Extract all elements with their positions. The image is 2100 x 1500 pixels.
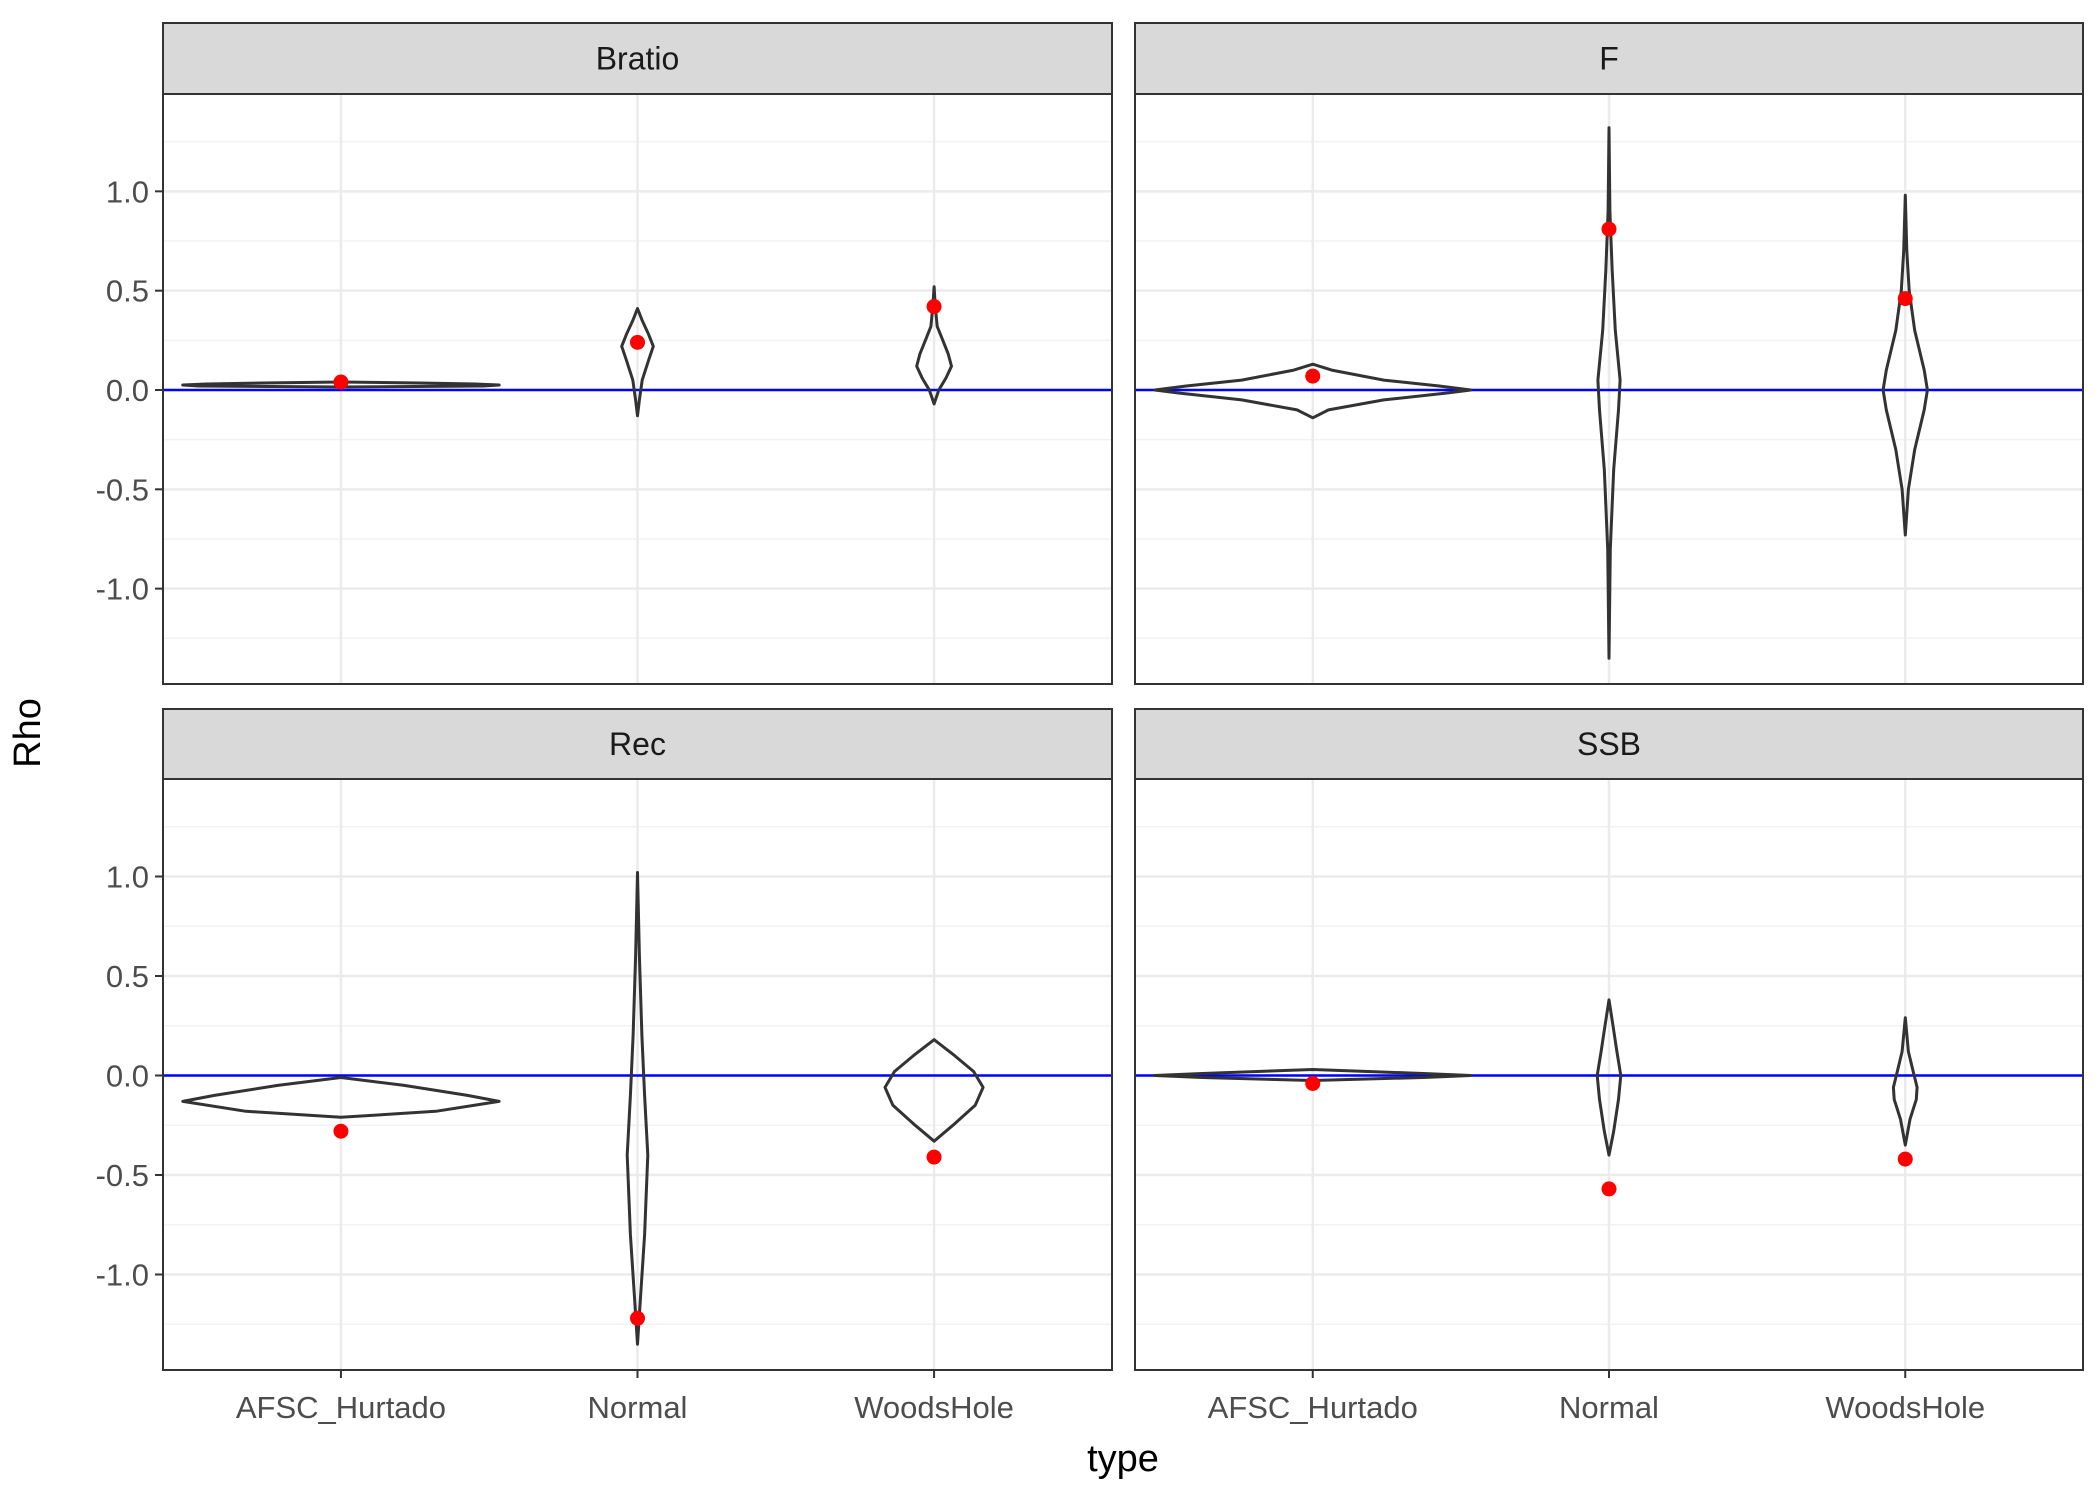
- x-tick-label: Normal: [588, 1390, 688, 1425]
- data-point-afsc_hurtado: [333, 1123, 349, 1139]
- panel-f: F: [1134, 22, 2084, 685]
- data-point-woodshole: [1897, 1151, 1913, 1167]
- facet-strip-label: SSB: [1577, 726, 1641, 762]
- y-tick-label: -1.0: [96, 1257, 149, 1292]
- data-point-woodshole: [926, 299, 942, 315]
- x-axis-title: type: [1087, 1438, 1159, 1480]
- facet-strip-label: F: [1599, 41, 1619, 77]
- x-tick-label: AFSC_Hurtado: [236, 1390, 446, 1425]
- violin-afsc_hurtado: [1153, 362, 1473, 420]
- violin-afsc_hurtado: [1153, 1068, 1473, 1082]
- y-tick-label: 0.0: [106, 1058, 149, 1093]
- data-point-normal: [1601, 221, 1617, 237]
- x-tick-label: WoodsHole: [1825, 1390, 1985, 1425]
- y-tick-label: 1.0: [106, 860, 149, 895]
- violin-normal: [1595, 998, 1623, 1157]
- violin-normal: [625, 871, 650, 1346]
- data-point-woodshole: [1897, 291, 1913, 307]
- y-tick-label: 0.5: [106, 274, 149, 309]
- y-tick-label: 0.5: [106, 959, 149, 994]
- data-point-normal: [1601, 1181, 1617, 1197]
- violin-normal: [1596, 126, 1622, 660]
- y-tick-label: -0.5: [96, 472, 149, 507]
- violin-normal: [620, 307, 655, 418]
- violin-woodshole: [883, 1038, 985, 1143]
- violin-afsc_hurtado: [181, 1076, 501, 1119]
- facet-strip: [162, 22, 1113, 95]
- violin-woodshole: [915, 285, 953, 406]
- data-point-afsc_hurtado: [333, 374, 349, 390]
- x-tick-label: Normal: [1559, 1390, 1659, 1425]
- y-tick-label: 1.0: [106, 174, 149, 209]
- data-point-woodshole: [926, 1149, 942, 1165]
- panel-rec: Rec 1.0 0.5 0.0 -0.5 -1.0 AFSC_Hurtado Normal Wo…: [96, 708, 1113, 1425]
- x-tick-label: AFSC_Hurtado: [1208, 1390, 1418, 1425]
- facet-strip: [162, 708, 1113, 780]
- panel-bratio: Bratio 1.0 0.5 0.0 -0.5 -1.0: [96, 22, 1113, 685]
- data-point-normal: [630, 1310, 645, 1326]
- x-tick-label: WoodsHole: [854, 1390, 1014, 1425]
- facet-strip: [1134, 22, 2084, 95]
- y-axis-title: Rho: [7, 698, 49, 768]
- panel-ssb: SSB AFSC_Hurtado Normal WoodsHole: [1134, 708, 2084, 1425]
- data-point-afsc_hurtado: [1305, 368, 1321, 384]
- panel-border: [1134, 93, 2084, 685]
- y-tick-label: -1.0: [96, 572, 149, 607]
- violin-woodshole: [1881, 193, 1929, 537]
- y-tick-label: 0.0: [106, 373, 149, 408]
- data-point-afsc_hurtado: [1305, 1075, 1321, 1091]
- violin-woodshole: [1891, 1016, 1919, 1147]
- facet-strip-label: Bratio: [596, 41, 680, 77]
- facet-strip-label: Rec: [609, 726, 666, 762]
- y-tick-label: -0.5: [96, 1158, 149, 1193]
- data-point-normal: [630, 334, 645, 350]
- facet-strip: [1134, 708, 2084, 780]
